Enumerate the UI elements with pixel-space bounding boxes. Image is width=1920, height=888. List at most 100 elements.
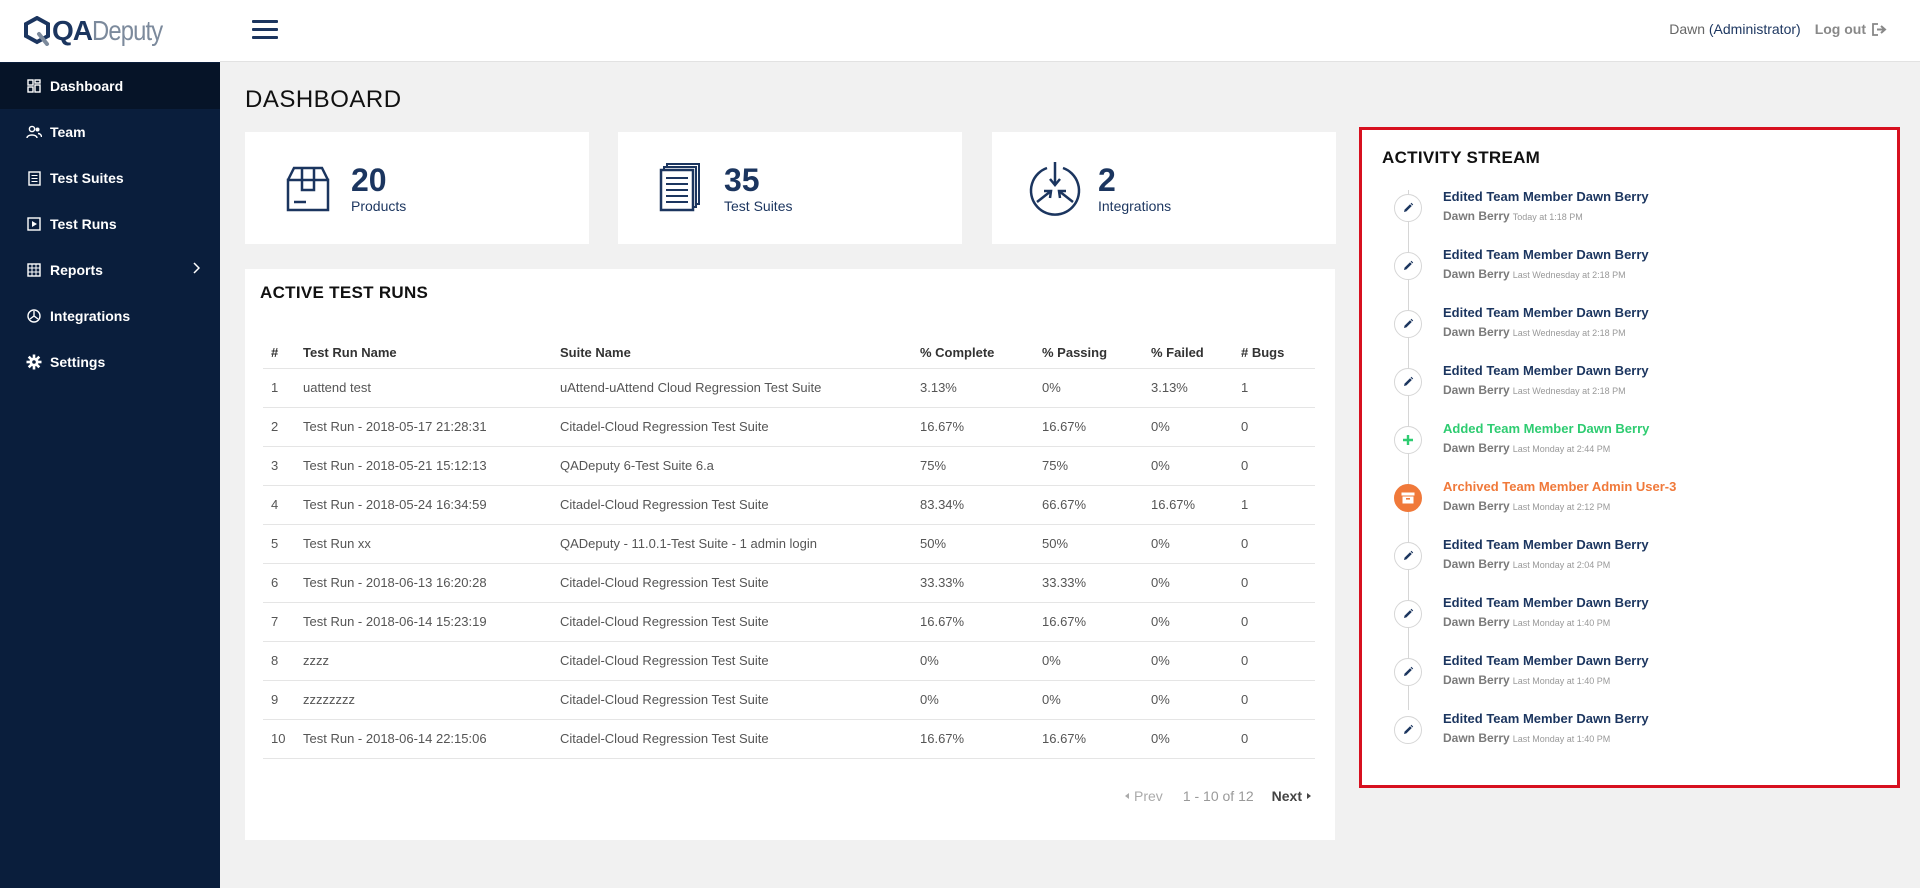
activity-item: Archived Team Member Admin User-3 Dawn Be… <box>1362 478 1897 530</box>
table-cell: 1 <box>1233 485 1315 525</box>
column-header[interactable]: % Complete <box>912 338 1034 369</box>
column-header[interactable]: # <box>263 338 295 369</box>
table-cell: Citadel-Cloud Regression Test Suite <box>552 680 912 720</box>
table-cell: 0 <box>1233 680 1315 720</box>
table-cell[interactable]: zzzz <box>295 641 552 681</box>
activity-title[interactable]: Edited Team Member Dawn Berry <box>1443 537 1649 552</box>
table-cell[interactable]: Test Run - 2018-05-17 21:28:31 <box>295 407 552 447</box>
sidebar-item-integrations[interactable]: Integrations <box>0 293 220 339</box>
table-cell: 16.67% <box>1034 719 1143 759</box>
table-row[interactable]: 5 Test Run xx QADeputy - 11.0.1-Test Suite… <box>263 524 1315 564</box>
activity-title[interactable]: Added Team Member Dawn Berry <box>1443 421 1650 436</box>
page-title: DASHBOARD <box>245 86 402 113</box>
activity-meta: Dawn Berry Today at 1:18 PM <box>1443 207 1583 225</box>
logo[interactable]: QA Deputy <box>0 0 220 62</box>
table-row[interactable]: 8 zzzz Citadel-Cloud Regression Test Suite… <box>263 641 1315 681</box>
test-runs-icon <box>26 216 42 232</box>
sidebar-item-team[interactable]: Team <box>0 109 220 155</box>
activity-title[interactable]: Edited Team Member Dawn Berry <box>1443 363 1649 378</box>
table-row[interactable]: 9 zzzzzzzz Citadel-Cloud Regression Test S… <box>263 680 1315 720</box>
table-cell: 0% <box>1143 719 1233 759</box>
column-header[interactable]: # Bugs <box>1233 338 1315 369</box>
table-cell: 0% <box>1143 407 1233 447</box>
table-row[interactable]: 10 Test Run - 2018-06-14 22:15:06 Citadel-… <box>263 719 1315 759</box>
activity-title[interactable]: Edited Team Member Dawn Berry <box>1443 653 1649 668</box>
stat-label: Products <box>351 197 407 214</box>
table-cell[interactable]: Test Run - 2018-06-14 15:23:19 <box>295 602 552 642</box>
table-cell[interactable]: Test Run - 2018-06-13 16:20:28 <box>295 563 552 603</box>
activity-title[interactable]: Edited Team Member Dawn Berry <box>1443 711 1649 726</box>
column-header[interactable]: % Failed <box>1143 338 1233 369</box>
hamburger-menu-icon[interactable] <box>252 20 278 42</box>
table-row[interactable]: 6 Test Run - 2018-06-13 16:20:28 Citadel-C… <box>263 563 1315 603</box>
logo-text-deputy: Deputy <box>92 15 163 46</box>
table-cell: 0 <box>1233 719 1315 759</box>
user-role: (Administrator) <box>1708 21 1801 37</box>
integrations-icon <box>26 308 42 324</box>
table-cell: 5 <box>263 524 295 564</box>
table-cell[interactable]: uattend test <box>295 368 552 408</box>
activity-time: Last Monday at 2:12 PM <box>1512 502 1611 512</box>
table-cell[interactable]: Test Run - 2018-05-21 15:12:13 <box>295 446 552 486</box>
table-row[interactable]: 7 Test Run - 2018-06-14 15:23:19 Citadel-C… <box>263 602 1315 642</box>
table-cell: 0% <box>1143 446 1233 486</box>
stat-card-integrations[interactable]: 2 Integrations <box>992 132 1336 244</box>
user-name[interactable]: Dawn <box>1669 21 1705 37</box>
gear-icon <box>26 354 42 370</box>
activity-meta: Dawn Berry Last Monday at 2:12 PM <box>1443 497 1610 515</box>
activity-title[interactable]: Edited Team Member Dawn Berry <box>1443 305 1649 320</box>
table-cell[interactable]: Test Run - 2018-06-14 22:15:06 <box>295 719 552 759</box>
team-icon <box>26 124 42 140</box>
column-header[interactable]: % Passing <box>1034 338 1143 369</box>
table-cell[interactable]: Test Run - 2018-05-24 16:34:59 <box>295 485 552 525</box>
active-test-runs-panel: ACTIVE TEST RUNS # Test Run Name Suite N… <box>245 269 1335 840</box>
activity-user: Dawn Berry <box>1443 325 1510 339</box>
activity-title[interactable]: Archived Team Member Admin User-3 <box>1443 479 1677 494</box>
activity-meta: Dawn Berry Last Monday at 2:44 PM <box>1443 439 1610 457</box>
table-cell: 50% <box>912 524 1034 564</box>
activity-user: Dawn Berry <box>1443 499 1510 513</box>
table-cell: QADeputy - 11.0.1-Test Suite - 1 admin l… <box>552 524 912 564</box>
sidebar-item-test-runs[interactable]: Test Runs <box>0 201 220 247</box>
logout-link[interactable]: Log out <box>1815 21 1888 37</box>
activity-title[interactable]: Edited Team Member Dawn Berry <box>1443 595 1649 610</box>
table-cell: 0% <box>1143 602 1233 642</box>
activity-title[interactable]: Edited Team Member Dawn Berry <box>1443 189 1649 204</box>
table-cell: 75% <box>912 446 1034 486</box>
sidebar-item-reports[interactable]: Reports <box>0 247 220 293</box>
column-header[interactable]: Suite Name <box>552 338 912 369</box>
table-cell: 16.67% <box>912 407 1034 447</box>
activity-meta: Dawn Berry Last Monday at 2:04 PM <box>1443 555 1610 573</box>
stat-card-test-suites[interactable]: 35 Test Suites <box>618 132 962 244</box>
next-page-button[interactable]: Next <box>1272 788 1313 804</box>
table-cell[interactable]: Test Run xx <box>295 524 552 564</box>
stat-value: 35 <box>724 161 760 198</box>
stat-card-products[interactable]: 20 Products <box>245 132 589 244</box>
activity-title[interactable]: Edited Team Member Dawn Berry <box>1443 247 1649 262</box>
stat-text: 2 Integrations <box>1098 163 1171 214</box>
activity-meta: Dawn Berry Last Monday at 1:40 PM <box>1443 671 1610 689</box>
sidebar-item-label: Reports <box>50 262 103 278</box>
logout-label: Log out <box>1814 21 1866 37</box>
reports-icon <box>26 262 42 278</box>
table-row[interactable]: 1 uattend test uAttend-uAttend Cloud Regre… <box>263 368 1315 408</box>
logout-icon <box>1872 22 1887 36</box>
sidebar-item-settings[interactable]: Settings <box>0 339 220 385</box>
table-row[interactable]: 4 Test Run - 2018-05-24 16:34:59 Citadel-C… <box>263 485 1315 525</box>
table-row[interactable]: 2 Test Run - 2018-05-17 21:28:31 Citadel-C… <box>263 407 1315 447</box>
table-cell: 0% <box>1034 368 1143 408</box>
pencil-icon <box>1394 658 1422 686</box>
pencil-icon <box>1394 252 1422 280</box>
table-cell: 50% <box>1034 524 1143 564</box>
sidebar-item-dashboard[interactable]: Dashboard <box>0 63 220 109</box>
table-header-row: # Test Run Name Suite Name % Complete % … <box>263 338 1315 369</box>
table-row[interactable]: 3 Test Run - 2018-05-21 15:12:13 QADeputy … <box>263 446 1315 486</box>
prev-page-button[interactable]: Prev <box>1123 788 1163 804</box>
table-cell[interactable]: zzzzzzzz <box>295 680 552 720</box>
table-cell: 33.33% <box>1034 563 1143 603</box>
activity-meta: Dawn Berry Last Wednesday at 2:18 PM <box>1443 265 1626 283</box>
activity-time: Last Monday at 2:04 PM <box>1512 560 1611 570</box>
sidebar-item-test-suites[interactable]: Test Suites <box>0 155 220 201</box>
column-header[interactable]: Test Run Name <box>295 338 552 369</box>
logo-mark-icon <box>24 16 50 46</box>
